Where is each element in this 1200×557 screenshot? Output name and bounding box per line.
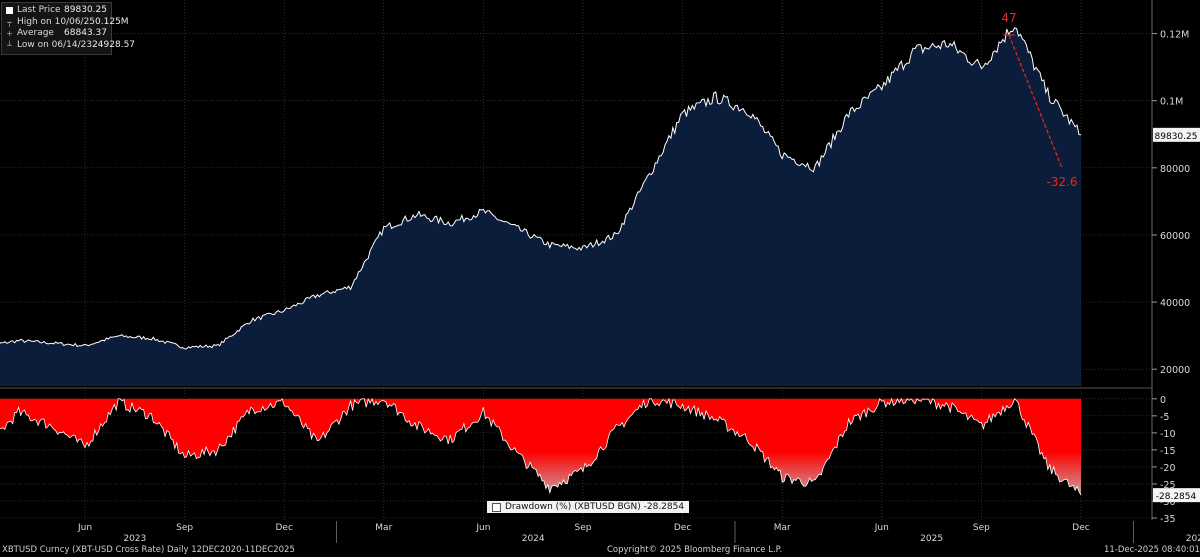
drawdown-tick-label: -20 — [1160, 463, 1176, 474]
legend-average: + Average 68843.37 — [6, 28, 107, 40]
last-price-tag — [1153, 127, 1200, 142]
x-tick-label: Mar — [375, 523, 392, 533]
legend-label: High on 10/06/25 — [17, 16, 96, 27]
drawdown-area-group — [0, 397, 1082, 496]
drawdown-tick-label: -25 — [1160, 480, 1176, 491]
last-drawdown-tag — [1153, 488, 1200, 503]
peak-label: 47 — [1001, 11, 1016, 25]
legend-label: Low on 06/14/23 — [17, 39, 93, 50]
drawdown-legend-text: Drawdown (%) (XBTUSD BGN) -28.2854 — [505, 502, 685, 512]
price-tick-label: 80000 — [1160, 164, 1190, 175]
footer-timestamp: 11-Dec-2025 08:40:01 — [1104, 545, 1200, 555]
white-square-icon — [6, 7, 13, 15]
x-tick-label: Dec — [275, 523, 292, 533]
average-marker-icon: + — [6, 29, 13, 38]
price-tick-label: 40000 — [1160, 298, 1190, 309]
white-square-icon — [492, 502, 501, 512]
price-area — [0, 27, 1081, 386]
drawdown-line — [0, 397, 1082, 496]
year-label: 2023 — [123, 534, 146, 544]
x-tick-label: Sep — [176, 523, 193, 533]
drawdown-tick-label: 0 — [1160, 395, 1166, 406]
x-tick-label: Sep — [575, 523, 592, 533]
drawdown-tick-label: -5 — [1160, 412, 1169, 423]
legend-value: 68843.37 — [64, 28, 107, 38]
price-tick-label: 0.12M — [1160, 30, 1189, 41]
last-drawdown-tag-label: -28.2854 — [1156, 492, 1197, 502]
drawdown-legend: Drawdown (%) (XBTUSD BGN) -28.2854 — [487, 501, 690, 513]
x-tick-label: Dec — [1072, 523, 1089, 533]
legend-value: 89830.25 — [64, 5, 107, 15]
high-marker-icon: ┬ — [7, 17, 12, 27]
year-label: 2026 — [1186, 534, 1200, 544]
year-label: 2025 — [920, 534, 943, 544]
footer-security-description: XBTUSD Curncy (XBT-USD Cross Rate) Daily… — [2, 545, 295, 555]
legend-last-price: Last Price 89830.25 — [6, 5, 107, 17]
price-tick-label: 60000 — [1160, 231, 1190, 242]
x-tick-label: Mar — [774, 523, 791, 533]
chart-legend: Last Price 89830.25 ┬ High on 10/06/25 0.… — [1, 2, 135, 55]
x-axis: Jun Sep Dec Mar Jun Sep Dec Mar Jun Sep Dec 2023 202… — [77, 521, 1200, 544]
low-marker-icon: ┴ — [7, 40, 12, 50]
x-tick-label: Sep — [973, 523, 990, 533]
year-label: 2024 — [522, 534, 545, 544]
x-tick-label: Jun — [475, 523, 490, 533]
chart-footer: XBTUSD Curncy (XBT-USD Cross Rate) Daily… — [0, 543, 1200, 557]
legend-high: ┬ High on 10/06/25 0.125M — [6, 16, 129, 29]
drawdown-tick-label: -15 — [1160, 446, 1176, 457]
last-value-tags: 89830.25 -28.2854 — [1153, 127, 1200, 503]
drawdown-tick-label: -30 — [1160, 497, 1176, 508]
x-tick-label: Dec — [674, 523, 691, 533]
legend-label: Last Price — [17, 5, 61, 15]
drawdown-area — [0, 398, 1081, 496]
x-tick-label: Jun — [874, 523, 889, 533]
drawdown-tick-label: -35 — [1160, 514, 1176, 525]
legend-label: Average — [17, 28, 54, 38]
legend-value: 0.125M — [95, 16, 129, 27]
x-tick-label: Jun — [77, 523, 92, 533]
drawdown-annotation: 47 -32.6 — [1001, 11, 1077, 189]
price-tick-label: 0.1M — [1160, 97, 1183, 108]
price-tick-label: 20000 — [1160, 365, 1190, 376]
footer-copyright: Copyright© 2025 Bloomberg Finance L.P. — [607, 545, 783, 555]
price-line — [0, 27, 1082, 350]
trough-label: -32.6 — [1046, 175, 1077, 189]
price-y-axis: 20000 40000 60000 80000 0.1M 0.12M — [1152, 30, 1190, 376]
last-price-tag-label: 89830.25 — [1155, 132, 1198, 142]
legend-low: ┴ Low on 06/14/23 24928.57 — [6, 39, 135, 52]
legend-value: 24928.57 — [92, 39, 136, 50]
drawdown-tick-label: -10 — [1160, 429, 1176, 440]
